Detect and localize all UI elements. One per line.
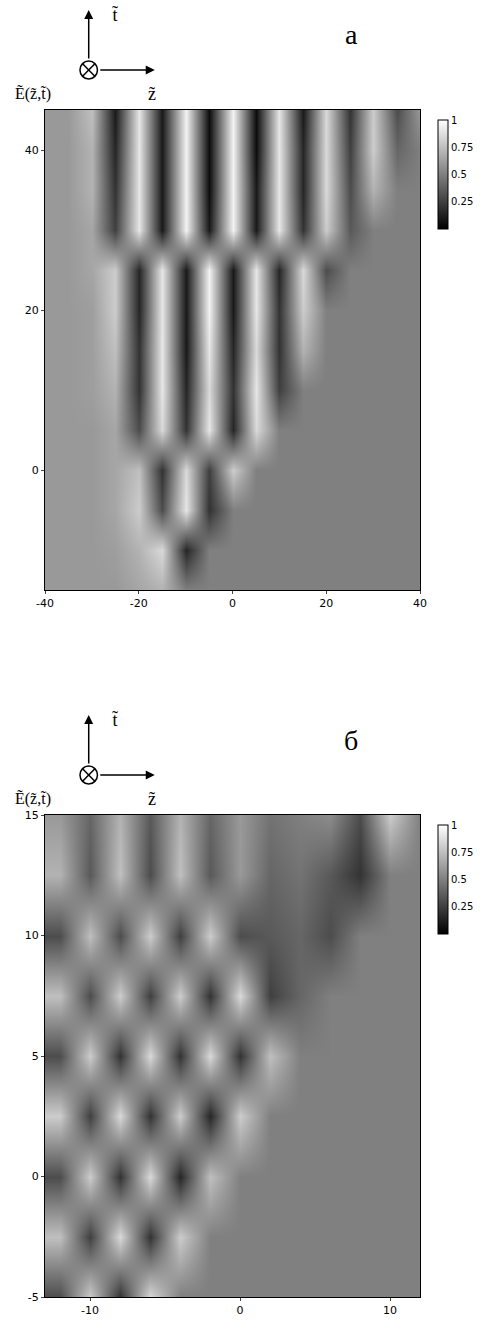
svg-text:10: 10 <box>25 929 39 942</box>
svg-text:5: 5 <box>32 1050 39 1063</box>
svg-text:0.5: 0.5 <box>451 169 467 180</box>
svg-text:б: б <box>344 725 358 756</box>
svg-text:20: 20 <box>319 597 333 610</box>
svg-text:40: 40 <box>413 597 427 610</box>
svg-text:1: 1 <box>451 820 457 831</box>
svg-text:15: 15 <box>25 809 39 822</box>
svg-text:0: 0 <box>237 1304 244 1317</box>
svg-text:t̃: t̃ <box>112 710 118 730</box>
svg-text:-5: -5 <box>28 1291 39 1304</box>
svg-text:Ẽ(z̃,t̃): Ẽ(z̃,t̃) <box>15 85 51 103</box>
svg-text:а: а <box>345 19 358 50</box>
svg-text:0.25: 0.25 <box>451 196 473 207</box>
svg-text:0: 0 <box>32 1170 39 1183</box>
svg-text:-10: -10 <box>81 1304 99 1317</box>
svg-text:0.75: 0.75 <box>451 142 473 153</box>
svg-text:0.25: 0.25 <box>451 901 473 912</box>
svg-text:z̃: z̃ <box>148 84 156 104</box>
svg-text:10: 10 <box>383 1304 397 1317</box>
svg-text:z̃: z̃ <box>148 789 156 809</box>
svg-text:0: 0 <box>229 597 236 610</box>
svg-text:40: 40 <box>25 144 39 157</box>
svg-text:20: 20 <box>25 304 39 317</box>
svg-text:0: 0 <box>32 464 39 477</box>
svg-text:Ẽ(z̃,t̃): Ẽ(z̃,t̃) <box>15 790 51 808</box>
svg-text:0.75: 0.75 <box>451 847 473 858</box>
svg-text:-40: -40 <box>36 597 54 610</box>
svg-text:-20: -20 <box>130 597 148 610</box>
svg-text:0.5: 0.5 <box>451 874 467 885</box>
svg-text:t̃: t̃ <box>112 5 118 25</box>
svg-text:1: 1 <box>451 115 457 126</box>
